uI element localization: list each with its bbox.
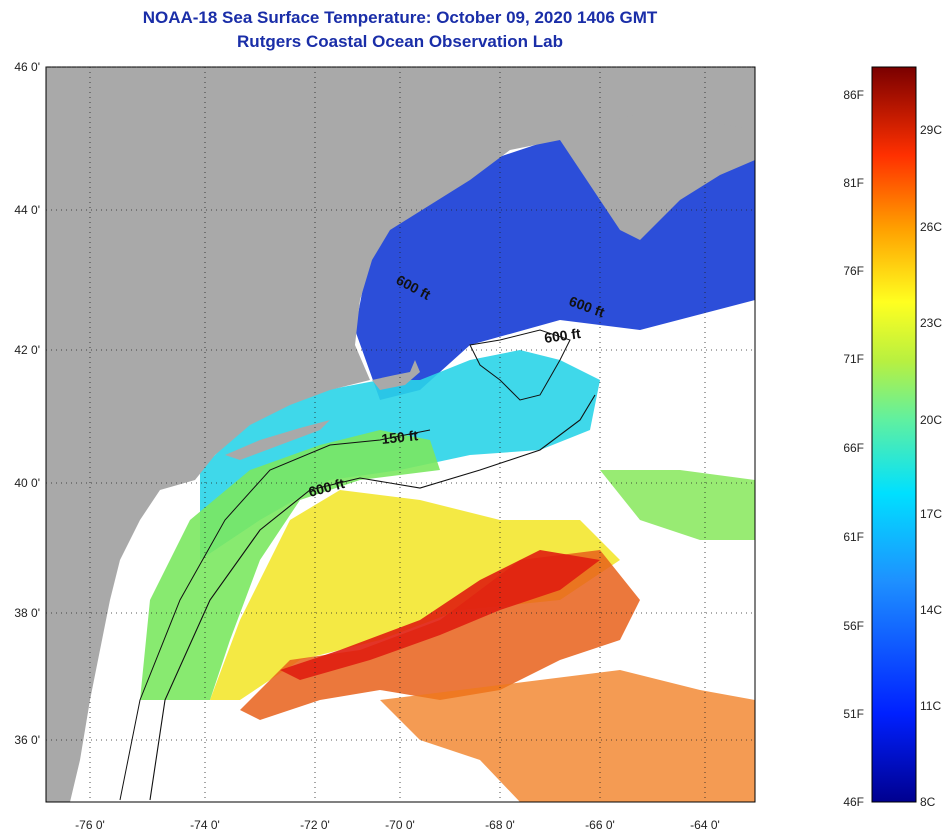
map-area: 600 ft 600 ft 600 ft 150 ft 600 ft [46, 67, 755, 802]
colorbar-celsius-label: 26C [920, 220, 942, 234]
colorbar-fahrenheit-label: 71F [843, 352, 864, 366]
land-mainland [46, 67, 755, 802]
map-frame [45, 66, 756, 803]
longitude-labels: -76 0' -74 0' -72 0' -70 0' -68 0' -66 0' -64 … [75, 818, 720, 832]
contour-600ft [149, 394, 596, 801]
lat-tick-label: 40 0' [14, 476, 40, 490]
lon-tick-label: -68 0' [485, 818, 515, 832]
hot-core-gulf-stream [280, 550, 600, 680]
lat-tick-label: 46 0' [14, 60, 40, 74]
warm-water-band [210, 490, 620, 700]
contour-label-3: 600 ft [543, 325, 582, 346]
graticule [46, 66, 755, 802]
colorbar-fahrenheit-label: 86F [843, 88, 864, 102]
contour-georges-bank [469, 329, 571, 401]
colorbar-celsius-label: 23C [920, 316, 942, 330]
colorbar-celsius-label: 8C [920, 795, 936, 809]
colorbar-celsius-label: 17C [920, 507, 942, 521]
lat-tick-label: 38 0' [14, 606, 40, 620]
colorbar-fahrenheit-label: 51F [843, 707, 864, 721]
colorbar-celsius-label: 29C [920, 123, 942, 137]
warm-water-south [380, 670, 755, 802]
long-island [225, 420, 330, 460]
green-water-east [600, 470, 755, 540]
colorbar-labels: 86F 81F 76F 71F 66F 61F 56F 51F 46F 29C 26C 23C 20C 1… [843, 88, 942, 809]
lon-tick-label: -76 0' [75, 818, 105, 832]
colorbar-fahrenheit-label: 46F [843, 795, 864, 809]
chart-title: NOAA-18 Sea Surface Temperature: October… [142, 8, 658, 27]
mild-water-mid-atlantic [140, 430, 440, 700]
lon-tick-label: -64 0' [690, 818, 720, 832]
cape-cod [372, 360, 420, 390]
colorbar-fahrenheit-label: 66F [843, 441, 864, 455]
lon-tick-label: -70 0' [385, 818, 415, 832]
colorbar-celsius-label: 11C [920, 699, 941, 713]
contour-150ft [119, 429, 431, 801]
lon-tick-label: -66 0' [585, 818, 615, 832]
chart-subtitle: Rutgers Coastal Ocean Observation Lab [237, 32, 563, 51]
lat-tick-label: 44 0' [14, 203, 40, 217]
lat-tick-label: 36 0' [14, 733, 40, 747]
colorbar-fahrenheit-label: 56F [843, 619, 864, 633]
colorbar-celsius-label: 20C [920, 413, 942, 427]
lon-tick-label: -72 0' [300, 818, 330, 832]
lat-tick-label: 42 0' [14, 343, 40, 357]
colorbar-fahrenheit-label: 61F [843, 530, 864, 544]
colorbar [871, 66, 917, 803]
land-nova-scotia [560, 110, 755, 240]
lon-tick-label: -74 0' [190, 818, 220, 832]
colorbar-fahrenheit-label: 76F [843, 264, 864, 278]
colorbar-celsius-label: 14C [920, 603, 942, 617]
latitude-labels: 46 0' 44 0' 42 0' 40 0' 38 0' 36 0' [14, 60, 40, 747]
colorbar-fahrenheit-label: 81F [843, 176, 864, 190]
